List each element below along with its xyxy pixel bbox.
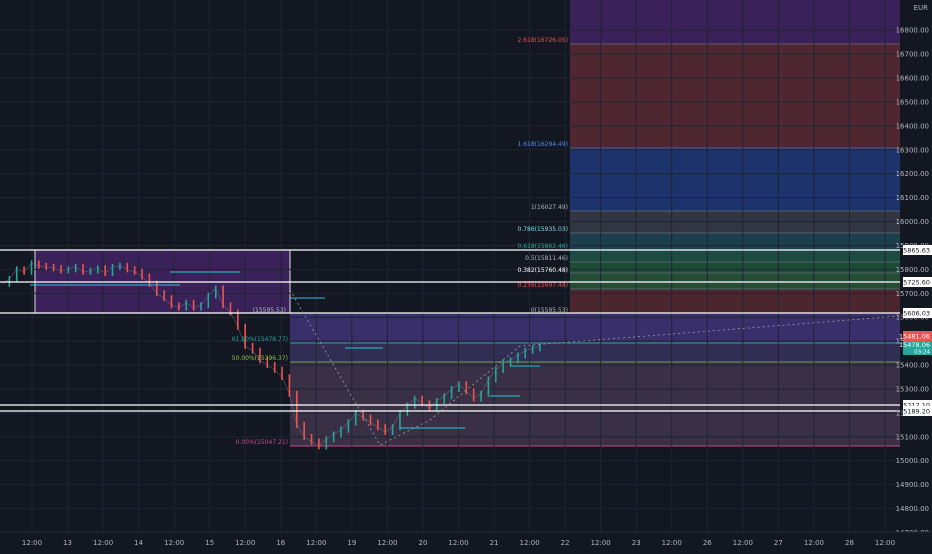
y-tick-label: 14800.00 xyxy=(896,505,929,513)
fib-ext-label: 0.618(15862.46) xyxy=(518,243,569,250)
y-tick-label: 15400.00 xyxy=(896,362,929,370)
y-tick-label: 15300.00 xyxy=(896,385,929,393)
x-tick-label: 16 xyxy=(276,539,285,547)
x-tick-label: 12:00 xyxy=(93,539,113,547)
fib-zone-0786 xyxy=(570,233,900,250)
y-tick-label: 16000.00 xyxy=(896,218,929,226)
y-tick-label: 16100.00 xyxy=(896,194,929,202)
countdown-text: 03:24 xyxy=(914,350,930,356)
fib-ret-label: 0.00%(15047.21) xyxy=(236,439,288,446)
x-tick-label: 12:00 xyxy=(733,539,753,547)
x-tick-label: 12:00 xyxy=(306,539,326,547)
fib-ext-label: 1.618(16294.49) xyxy=(518,141,569,148)
fib-ext-label: 0.236(15697.48) xyxy=(518,282,569,289)
fib-zone-2618 xyxy=(570,44,900,148)
trend-guide xyxy=(289,289,901,446)
price-line xyxy=(1,263,541,447)
time-axis[interactable] xyxy=(0,532,932,550)
price-level-text: 15865.63 xyxy=(899,247,930,255)
x-tick-label: 15 xyxy=(205,539,214,547)
price-level-text: 15217.10 xyxy=(899,402,930,410)
x-tick-label: 12:00 xyxy=(377,539,397,547)
x-tick-label: 12:00 xyxy=(662,539,682,547)
fib-ret-zone-mid xyxy=(290,343,900,362)
x-tick-label: 12:00 xyxy=(235,539,255,547)
price-level-tag xyxy=(903,277,932,287)
current-price-tag xyxy=(903,341,932,355)
fib-ext-label: 2.618(16726.05) xyxy=(518,37,569,44)
fib-ret-label: 50.00%(15396.37) xyxy=(232,355,288,362)
x-tick-label: 27 xyxy=(774,539,783,547)
last-price-tag xyxy=(903,331,932,341)
y-tick-label: 15100.00 xyxy=(896,433,929,441)
x-tick-label: 12:00 xyxy=(591,539,611,547)
currency-label: EUR xyxy=(914,4,929,12)
y-tick-label: 16800.00 xyxy=(896,27,929,35)
x-tick-label: 21 xyxy=(490,539,499,547)
current-price-text: 15478.06 xyxy=(899,341,930,349)
x-tick-label: 26 xyxy=(703,539,712,547)
x-tick-label: 12:00 xyxy=(22,539,42,547)
fib-zone-05 xyxy=(570,262,900,273)
price-level-text: 15189.20 xyxy=(899,408,930,416)
price-level-tag xyxy=(903,308,932,318)
y-tick-label: 15000.00 xyxy=(896,457,929,465)
fib-ret-zone-top xyxy=(290,313,900,343)
price-level-tag xyxy=(903,406,932,416)
x-tick-label: 19 xyxy=(347,539,356,547)
fib-ext-label: 0.786(15935.03) xyxy=(518,226,569,233)
price-level-text: 15725.60 xyxy=(899,279,930,287)
x-tick-label: 22 xyxy=(561,539,570,547)
x-tick-label: 12:00 xyxy=(804,539,824,547)
fib-ret-label: (15595.53) xyxy=(253,307,286,314)
x-tick-label: 12:00 xyxy=(164,539,184,547)
fib-zone-0236 xyxy=(570,289,900,313)
x-tick-label: 13 xyxy=(63,539,72,547)
x-tick-label: 23 xyxy=(632,539,641,547)
price-level-text: 15606.03 xyxy=(899,310,930,318)
fib-ext-label: 0.5(15811.46) xyxy=(525,255,568,262)
fib-ret-zone-bottom xyxy=(290,362,900,446)
y-tick-label: 15700.00 xyxy=(896,290,929,298)
fib-ext-label: 0(15595.53) xyxy=(531,307,568,314)
fib-ret-label: 61.80%(15478.77) xyxy=(232,336,288,343)
x-tick-label: 12:00 xyxy=(519,539,539,547)
x-tick-label: 20 xyxy=(418,539,427,547)
y-tick-label: 16300.00 xyxy=(896,146,929,154)
x-tick-label: 12:00 xyxy=(448,539,468,547)
x-tick-label: 14 xyxy=(134,539,143,547)
fib-zone-0382 xyxy=(570,273,900,289)
x-tick-label: 12:00 xyxy=(875,539,895,547)
y-tick-label: 16200.00 xyxy=(896,170,929,178)
y-tick-label: 16700.00 xyxy=(896,51,929,59)
fib-zone-0618 xyxy=(570,250,900,262)
fib-ext-label: 0.382(15760.48) xyxy=(518,267,569,274)
y-tick-label: 16600.00 xyxy=(896,75,929,83)
y-tick-label: 14900.00 xyxy=(896,481,929,489)
fib-zone-top xyxy=(570,0,900,44)
x-tick-label: 28 xyxy=(845,539,854,547)
price-axis[interactable] xyxy=(900,0,932,550)
last-price-text: 15481.06 xyxy=(899,333,930,341)
fib-ext-label: 1(16027.49) xyxy=(531,204,568,211)
fib-zone-1618 xyxy=(570,148,900,211)
price-level-tag xyxy=(903,245,932,255)
y-tick-label: 16500.00 xyxy=(896,98,929,106)
price-level-tag xyxy=(903,400,932,410)
y-tick-label: 16400.00 xyxy=(896,122,929,130)
y-tick-label: 15800.00 xyxy=(896,266,929,274)
